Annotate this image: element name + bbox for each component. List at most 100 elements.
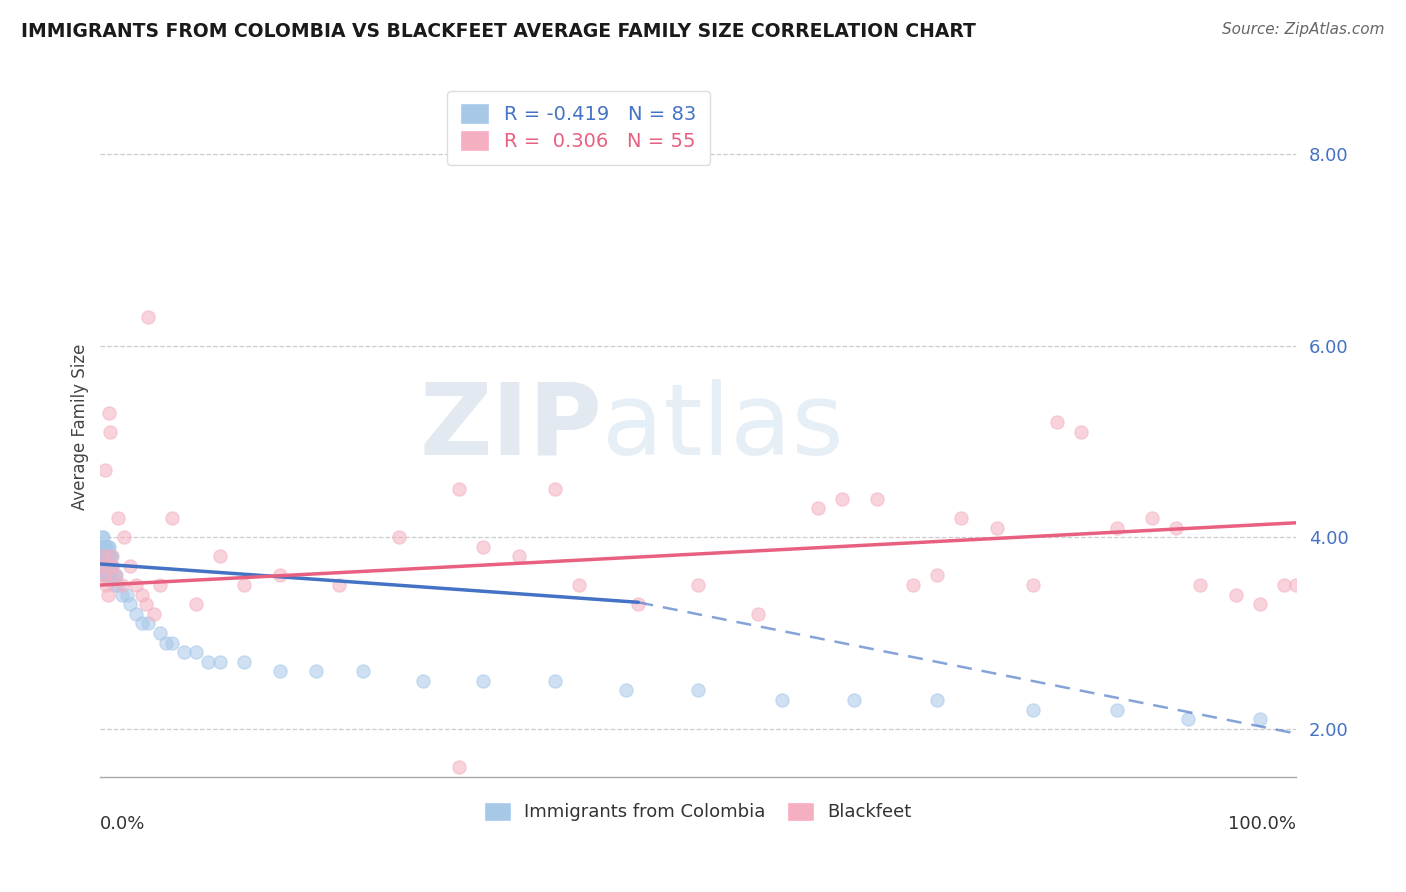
Point	[1046, 415, 1069, 429]
Point	[96, 549, 118, 564]
Point	[97, 540, 120, 554]
Point	[1105, 520, 1128, 534]
Point	[1189, 578, 1212, 592]
Point	[471, 540, 494, 554]
Point	[98, 558, 121, 573]
Point	[101, 558, 124, 573]
Point	[352, 665, 374, 679]
Point	[96, 540, 118, 554]
Point	[149, 626, 172, 640]
Point	[100, 558, 122, 573]
Point	[93, 549, 115, 564]
Point	[93, 558, 115, 573]
Text: 100.0%: 100.0%	[1227, 815, 1296, 833]
Point	[93, 549, 115, 564]
Point	[508, 549, 530, 564]
Point	[91, 558, 114, 573]
Point	[232, 578, 254, 592]
Point	[100, 549, 122, 564]
Point	[98, 568, 121, 582]
Point	[91, 549, 114, 564]
Point	[100, 568, 122, 582]
Point	[96, 549, 118, 564]
Point	[125, 607, 148, 621]
Point	[160, 511, 183, 525]
Point	[1177, 712, 1199, 726]
Point	[94, 540, 117, 554]
Point	[104, 568, 127, 582]
Point	[96, 558, 118, 573]
Point	[135, 597, 157, 611]
Point	[208, 655, 231, 669]
Point	[184, 597, 207, 611]
Point	[155, 635, 177, 649]
Point	[94, 540, 117, 554]
Point	[903, 578, 925, 592]
Point	[97, 568, 120, 582]
Point	[927, 568, 949, 582]
Point	[842, 693, 865, 707]
Point	[93, 549, 115, 564]
Point	[103, 568, 125, 582]
Point	[91, 530, 114, 544]
Point	[93, 549, 115, 564]
Point	[94, 549, 117, 564]
Point	[1285, 578, 1308, 592]
Point	[90, 558, 112, 573]
Point	[447, 483, 470, 497]
Text: IMMIGRANTS FROM COLOMBIA VS BLACKFEET AVERAGE FAMILY SIZE CORRELATION CHART: IMMIGRANTS FROM COLOMBIA VS BLACKFEET AV…	[21, 22, 976, 41]
Point	[471, 673, 494, 688]
Point	[115, 588, 138, 602]
Point	[91, 549, 114, 564]
Point	[1105, 702, 1128, 716]
Point	[93, 568, 115, 582]
Point	[208, 549, 231, 564]
Point	[101, 558, 124, 573]
Point	[94, 568, 117, 582]
Point	[627, 597, 650, 611]
Point	[90, 549, 112, 564]
Point	[94, 558, 117, 573]
Point	[1166, 520, 1188, 534]
Point	[90, 540, 112, 554]
Point	[91, 558, 114, 573]
Point	[93, 568, 115, 582]
Point	[197, 655, 219, 669]
Point	[950, 511, 973, 525]
Point	[688, 578, 710, 592]
Point	[1070, 425, 1092, 439]
Point	[1225, 588, 1247, 602]
Point	[173, 645, 195, 659]
Point	[120, 558, 142, 573]
Point	[1142, 511, 1164, 525]
Point	[269, 568, 291, 582]
Point	[96, 588, 118, 602]
Point	[543, 673, 565, 688]
Point	[1022, 578, 1045, 592]
Point	[927, 693, 949, 707]
Point	[1249, 597, 1271, 611]
Point	[328, 578, 350, 592]
Point	[184, 645, 207, 659]
Point	[807, 501, 830, 516]
Point	[96, 558, 118, 573]
Point	[94, 558, 117, 573]
Point	[91, 549, 114, 564]
Point	[94, 549, 117, 564]
Point	[567, 578, 589, 592]
Point	[96, 578, 118, 592]
Text: ZIP: ZIP	[419, 378, 603, 475]
Point	[831, 491, 853, 506]
Point	[232, 655, 254, 669]
Point	[770, 693, 793, 707]
Point	[96, 558, 118, 573]
Point	[96, 549, 118, 564]
Point	[101, 549, 124, 564]
Point	[986, 520, 1008, 534]
Point	[125, 578, 148, 592]
Point	[136, 310, 159, 324]
Point	[447, 760, 470, 774]
Point	[97, 406, 120, 420]
Point	[93, 558, 115, 573]
Point	[388, 530, 411, 544]
